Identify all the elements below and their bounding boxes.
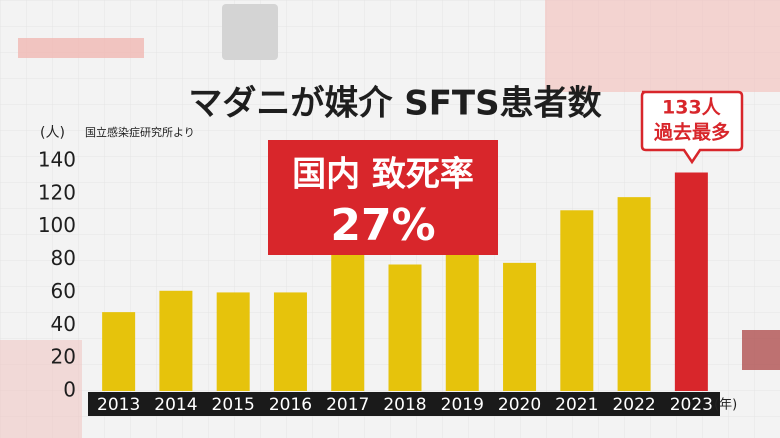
- decor: [18, 38, 144, 58]
- bar: [102, 312, 136, 391]
- y-tick-label: 120: [38, 180, 76, 204]
- y-axis-label: (人): [40, 125, 65, 141]
- annotation: 過去最多: [654, 121, 730, 144]
- callout-box: [640, 90, 744, 165]
- x-tick-label: 2016: [269, 395, 312, 415]
- bar: [674, 172, 708, 391]
- bar: [273, 292, 307, 391]
- x-tick-label: 2020: [498, 395, 541, 415]
- source: 国立感染症研究所より: [85, 125, 195, 139]
- data-label: 133人: [662, 97, 722, 119]
- bar: [560, 210, 594, 391]
- bar: [216, 292, 250, 391]
- decor: [545, 0, 780, 92]
- chart-title: マダニが媒介 SFTS患者数: [188, 84, 601, 124]
- x-tick-label: 2014: [154, 395, 197, 415]
- bar: [503, 262, 537, 391]
- y-tick-label: 140: [38, 148, 76, 172]
- x-tick-label: 2019: [441, 395, 484, 415]
- x-tick-label: 2021: [555, 395, 598, 415]
- y-tick-label: 20: [51, 345, 76, 369]
- x-tick-label: 2013: [97, 395, 140, 415]
- x-tick-label: 2023: [670, 395, 713, 415]
- bar: [159, 290, 193, 391]
- bar: [331, 243, 365, 391]
- y-tick-label: 0: [63, 378, 76, 402]
- annotation: 27%: [330, 200, 435, 251]
- x-tick-label: 2017: [326, 395, 369, 415]
- x-axis-band: [88, 392, 720, 416]
- annotation-box: [268, 140, 498, 255]
- bar: [388, 264, 422, 391]
- annotation: 国内 致死率: [292, 155, 474, 195]
- y-tick-label: 60: [51, 279, 76, 303]
- decor: [222, 4, 278, 60]
- bar: [617, 197, 651, 391]
- decor: [742, 330, 780, 370]
- x-tick-label: 2018: [383, 395, 426, 415]
- x-tick-label: 2022: [612, 395, 655, 415]
- x-axis-label: (年): [714, 398, 737, 413]
- y-tick-label: 80: [51, 246, 76, 270]
- y-tick-label: 100: [38, 213, 76, 237]
- decor: [0, 340, 82, 438]
- x-tick-label: 2015: [212, 395, 255, 415]
- y-tick-label: 40: [51, 312, 76, 336]
